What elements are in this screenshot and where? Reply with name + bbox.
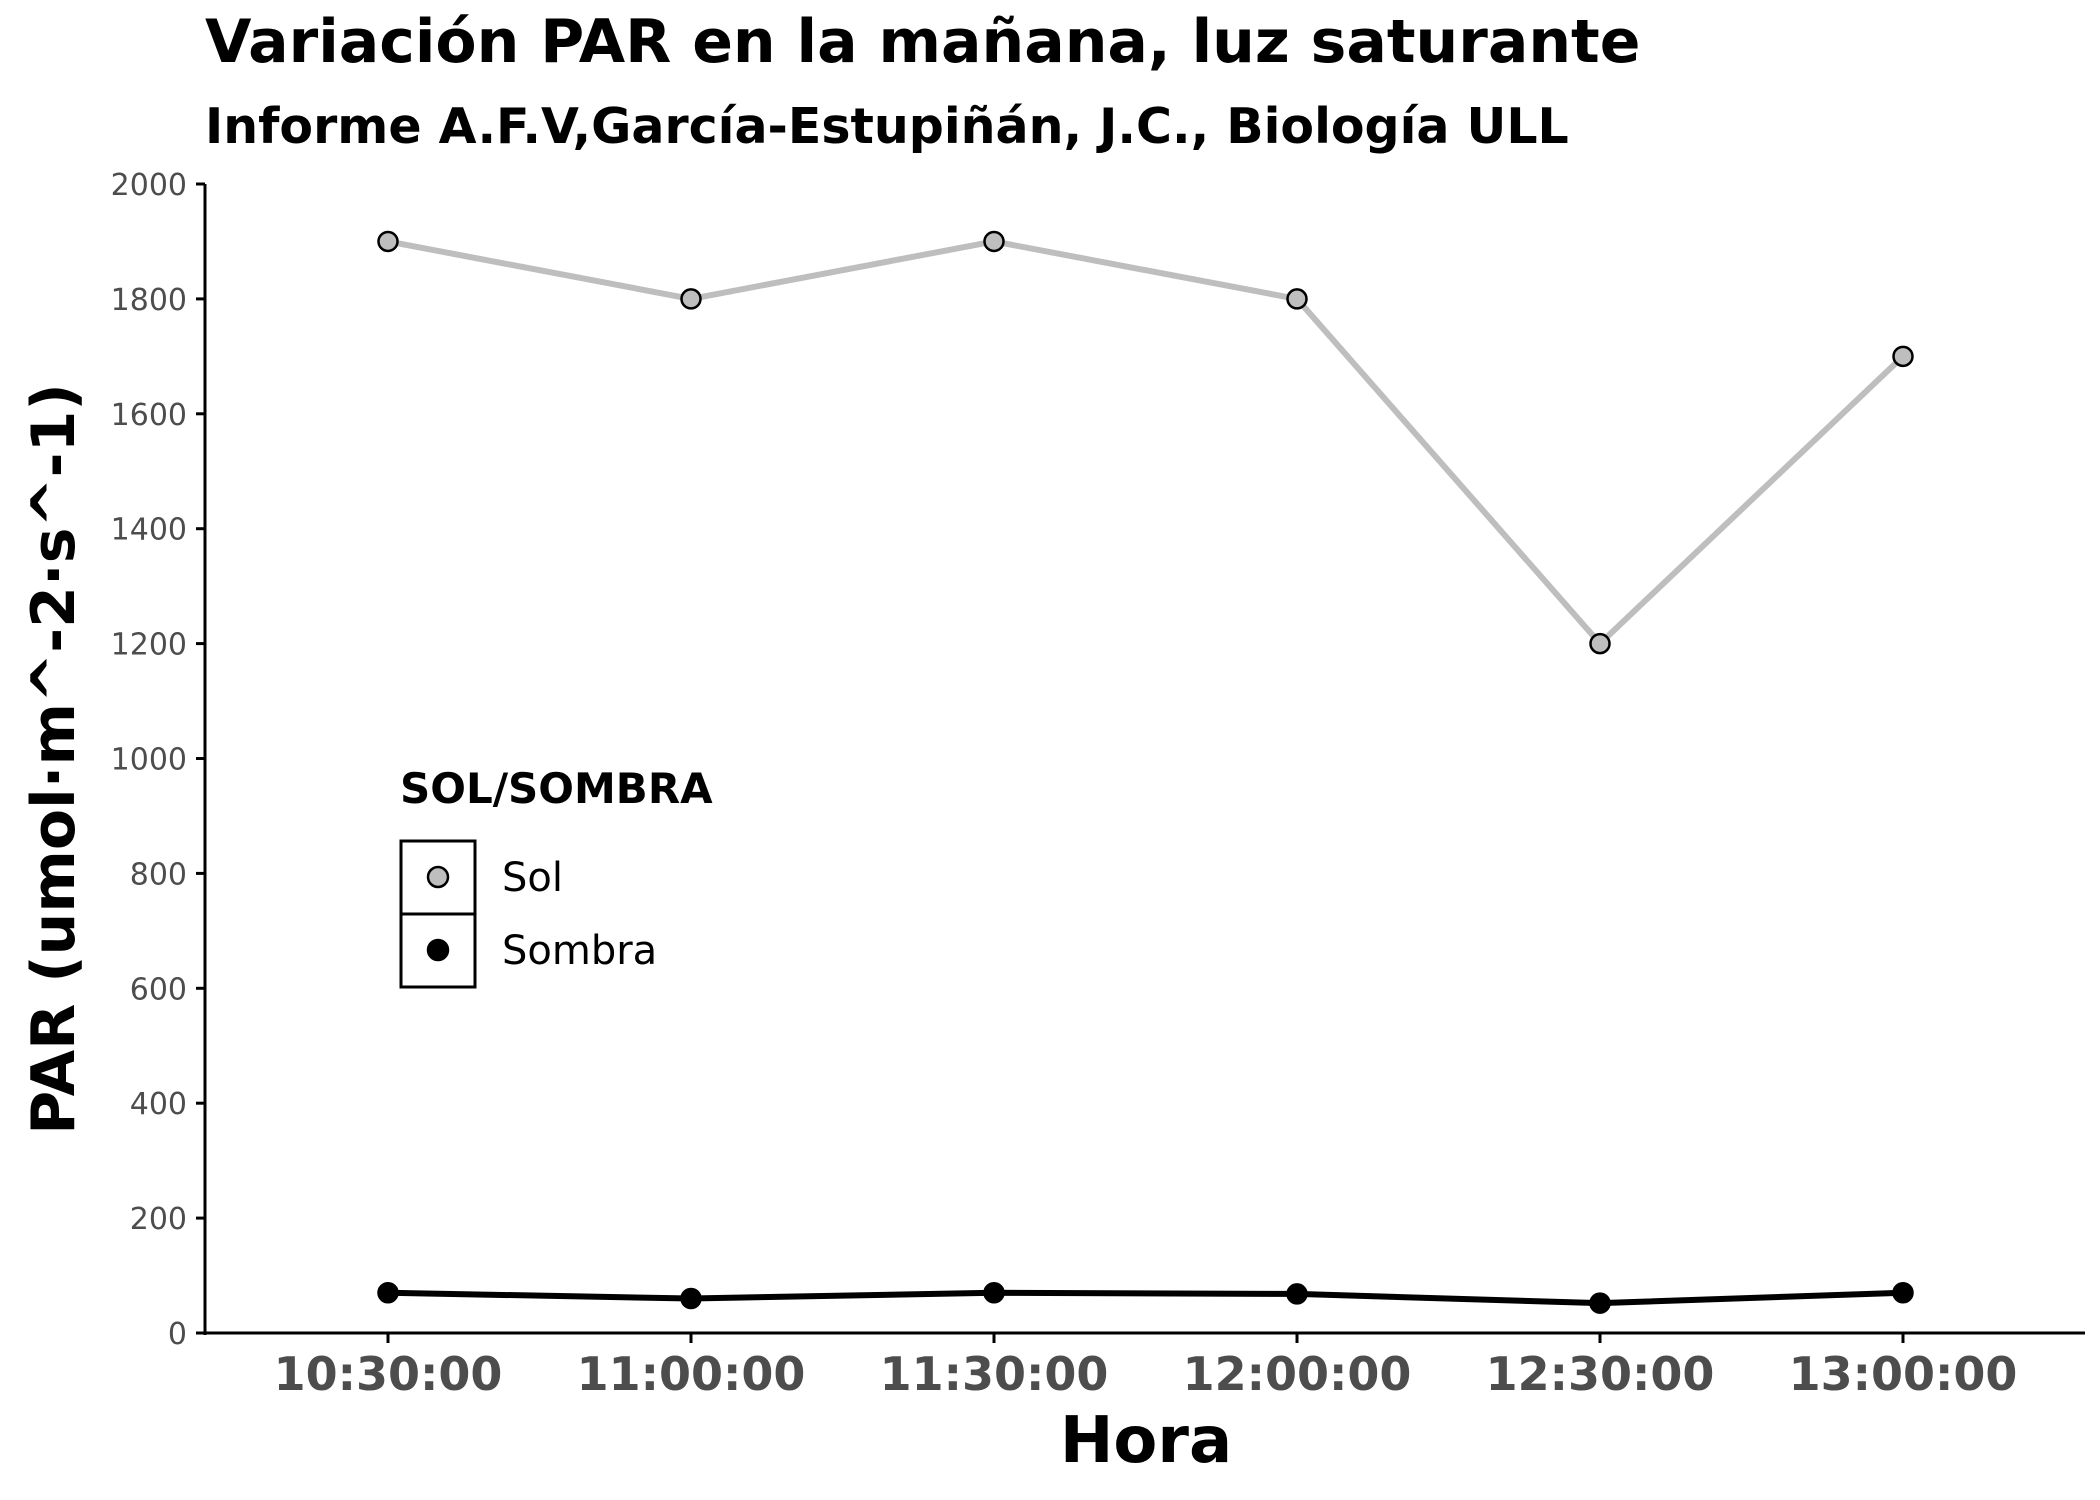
y-tick-label: 1200 [111,628,187,663]
data-point-sombra [1892,1282,1914,1304]
data-point-sol [1589,632,1611,655]
y-tick-label: 200 [130,1202,187,1237]
y-tick-label: 1800 [111,283,187,318]
data-point-sombra [1589,1292,1611,1314]
legend: SOL/SOMBRA Sol Sombra [399,764,713,989]
y-tick-label: 2000 [111,168,187,203]
y-tick-label: 1000 [111,743,187,778]
data-point-sol [680,288,702,310]
y-ticks: 0 200 400 600 800 1000 1200 1400 1600 1800 2000 [111,168,205,1352]
x-tick-label: 11:30:00 [880,1347,1109,1401]
series-line-sol [387,238,1906,647]
y-tick-label: 1400 [111,513,187,548]
legend-label-sombra: Sombra [502,928,657,974]
y-axis-title: PAR (umol·m^-2·s^-1) [19,383,89,1135]
data-point-sombra [983,1282,1005,1304]
data-point-sol [1286,288,1308,310]
data-point-sombra [680,1287,702,1310]
chart-subtitle: Informe A.F.V,García-Estupiñán, J.C., Bi… [205,98,1569,155]
data-point-sol [377,230,399,253]
x-tick-label: 10:30:00 [274,1347,503,1401]
x-axis-title: Hora [1060,1404,1232,1478]
legend-title: SOL/SOMBRA [400,764,713,813]
y-tick-label: 400 [130,1087,187,1122]
series-layer [377,230,1914,1314]
data-point-sol [983,230,1005,253]
legend-label-sol: Sol [502,855,563,901]
data-point-sombra [1286,1283,1308,1305]
axes [203,184,2085,1335]
y-tick-label: 800 [130,857,187,892]
legend-marker-sombra [426,938,450,962]
x-tick-label: 11:00:00 [577,1347,806,1401]
x-ticks: 10:30:00 11:00:00 11:30:00 12:00:00 12:30:00… [274,1333,2018,1401]
x-tick-label: 13:00:00 [1789,1347,2018,1401]
legend-marker-sol [426,865,450,889]
y-tick-label: 0 [168,1317,187,1352]
x-tick-label: 12:30:00 [1486,1347,1715,1401]
chart-title: Variación PAR en la mañana, luz saturant… [205,7,1640,77]
x-tick-label: 12:00:00 [1183,1347,1412,1401]
series-line-sombra [387,1289,1904,1307]
data-point-sol [1892,345,1914,368]
data-point-sombra [377,1282,399,1304]
y-tick-label: 600 [130,972,187,1007]
y-tick-label: 1600 [111,398,187,433]
